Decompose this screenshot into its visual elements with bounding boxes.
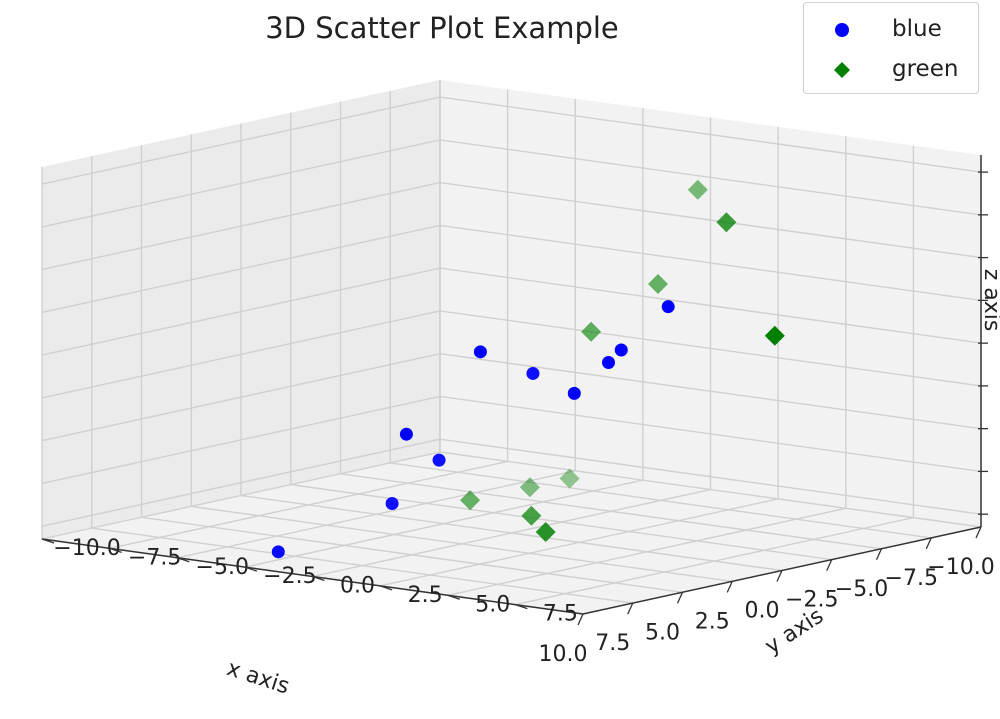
y-tick-mark (515, 604, 528, 610)
x-axis-label: x axis (224, 656, 293, 700)
data-point-green (687, 179, 708, 200)
y-tick-mark (109, 547, 122, 553)
z-axis-ticks: 012345678 (978, 171, 988, 515)
data-point-blue (661, 300, 675, 314)
y-tick-label: −2.5 (263, 564, 316, 589)
x-tick-mark (875, 548, 883, 561)
y-gridline (109, 89, 509, 550)
z-gridline (41, 267, 982, 356)
data-point-blue (271, 545, 285, 559)
data-point-blue (526, 366, 540, 380)
data-point-green (460, 490, 481, 511)
y-tick-mark (447, 594, 460, 600)
x-tick-mark (925, 537, 932, 550)
z-axis-label: z axis (979, 269, 1000, 332)
data-point-green (581, 321, 602, 342)
green-diamond-marker-icon (834, 62, 850, 78)
y-gridline (41, 80, 441, 540)
y-tick-mark (244, 566, 258, 572)
data-point-green (559, 468, 580, 489)
x-tick-mark (776, 570, 783, 582)
data-point-blue (432, 453, 446, 467)
y-tick-mark (177, 557, 190, 563)
y-tick-label: −5.0 (196, 555, 249, 580)
z-gridline (41, 96, 982, 185)
y-tick-label: 0.0 (340, 574, 375, 599)
x-tick-label: 2.5 (695, 609, 730, 634)
data-point-blue (614, 343, 628, 357)
y-gridline (447, 136, 847, 596)
data-point-green (535, 522, 556, 542)
x-tick-mark (726, 581, 733, 593)
x-tick-label: −2.5 (785, 588, 838, 613)
data-point-green (519, 477, 540, 498)
y-tick-mark (312, 575, 325, 582)
data-point-green (648, 274, 668, 294)
x-axis-ticks: −10.0−7.5−5.0−2.50.0 2.5 5.0 7.5 10.0 (539, 526, 995, 667)
y-tick-label: −10.0 (53, 536, 120, 561)
data-points (271, 179, 785, 559)
y-gridline (177, 98, 576, 559)
legend-label-green: green (892, 56, 959, 82)
y-tick-mark (41, 538, 55, 544)
legend-item-blue: blue (804, 11, 978, 51)
x-tick-label: 7.5 (595, 631, 630, 656)
data-point-blue (399, 427, 413, 441)
y-gridline (379, 126, 779, 587)
data-point-blue (473, 345, 487, 359)
legend-item-green: green (804, 51, 978, 91)
y-gridline (515, 145, 915, 606)
y-tick-label: 5.0 (475, 592, 510, 617)
data-point-blue (385, 497, 399, 511)
z-gridline (41, 224, 982, 314)
z-gridline (41, 395, 982, 485)
x-tick-mark (975, 526, 982, 539)
x-tick-mark (577, 613, 584, 626)
x-tick-label: −7.5 (885, 566, 938, 591)
data-point-blue (567, 386, 581, 400)
y-gridline (244, 108, 644, 568)
x-tick-label: −10.0 (927, 555, 994, 580)
x-tick-label: 10.0 (539, 642, 588, 667)
x-tick-mark (826, 559, 833, 571)
x-tick-label: −5.0 (835, 577, 888, 602)
z-gridline (41, 310, 982, 399)
data-point-green (716, 212, 737, 233)
y-tick-label: 2.5 (408, 583, 443, 608)
y-gridline (312, 117, 712, 578)
data-point-green (764, 325, 785, 346)
legend: blue green (803, 2, 979, 94)
data-point-blue (602, 355, 615, 369)
z-gridline (41, 139, 982, 228)
chart-title: 3D Scatter Plot Example (265, 11, 619, 45)
x-tick-label: 0.0 (745, 599, 780, 624)
blue-circle-marker-icon (835, 23, 849, 37)
x-tick-mark (627, 602, 634, 615)
y-axis-ticks: −10.0 −7.5 −5.0 −2.5 0.0 2.5 5.0 7.5 (41, 536, 578, 627)
data-point-green (521, 505, 542, 526)
z-gridline (41, 352, 982, 442)
y-tick-label: −7.5 (128, 545, 181, 570)
x-tick-label: 5.0 (645, 620, 680, 645)
x-tick-mark (676, 591, 684, 604)
z-gridline (41, 181, 982, 271)
y-tick-mark (379, 585, 393, 591)
legend-label-blue: blue (892, 16, 942, 42)
z-gridline (41, 438, 982, 527)
y-tick-label: 7.5 (543, 602, 578, 627)
